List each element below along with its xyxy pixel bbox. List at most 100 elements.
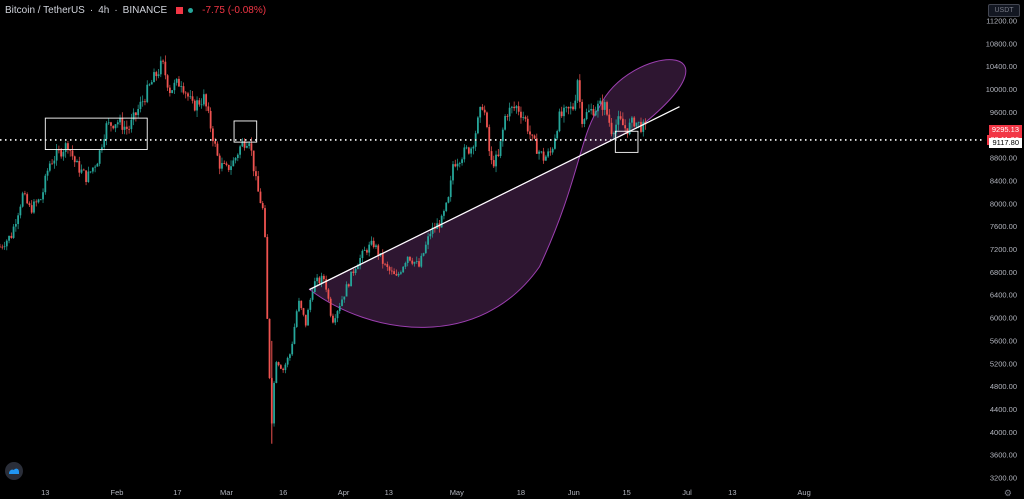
candle: [268, 318, 271, 380]
candle: [411, 257, 414, 266]
y-tick-label: 8000.00: [990, 199, 1017, 208]
candle: [148, 83, 151, 87]
candle: [458, 161, 461, 168]
candle: [574, 94, 577, 111]
candle-body: [286, 357, 289, 365]
x-tick-label: Jul: [682, 488, 692, 497]
candle: [515, 104, 518, 114]
candle: [540, 150, 543, 154]
candle: [277, 361, 280, 367]
candle: [207, 102, 210, 114]
chart-header[interactable]: Bitcoin / TetherUS · 4h · BINANCE -7.75 …: [5, 4, 267, 16]
candle-body: [431, 227, 434, 234]
candle-body: [454, 164, 457, 167]
candle: [617, 110, 620, 131]
candle-body: [588, 110, 590, 113]
candle: [196, 96, 198, 117]
candle-body: [148, 84, 151, 86]
candle: [266, 234, 269, 319]
candle: [597, 100, 599, 118]
candle-body: [375, 245, 377, 248]
candle: [198, 97, 201, 107]
candle-body: [10, 235, 13, 238]
candle: [354, 267, 357, 276]
candle: [105, 121, 108, 146]
candle: [39, 198, 42, 201]
flag-icon[interactable]: [176, 6, 184, 14]
candle: [209, 107, 212, 133]
candle-body: [234, 157, 237, 161]
candle: [576, 78, 579, 103]
y-tick-label: 4000.00: [990, 428, 1017, 437]
candle: [82, 168, 85, 171]
candle: [311, 288, 314, 302]
candle-body: [302, 308, 305, 315]
candle-body: [3, 246, 6, 248]
candle-body: [130, 119, 133, 130]
candle-body: [599, 100, 602, 104]
candle-body: [241, 141, 244, 147]
candle-body: [26, 194, 29, 204]
candle: [28, 201, 31, 208]
candle: [162, 59, 164, 65]
candle: [8, 235, 10, 244]
candle-body: [547, 151, 550, 157]
candle: [642, 119, 645, 137]
candle-body: [501, 129, 504, 142]
candle: [227, 164, 230, 173]
candle: [78, 156, 81, 177]
candle-body: [250, 143, 253, 151]
candle-body: [488, 127, 491, 152]
candle-body: [114, 124, 117, 129]
candle: [98, 149, 101, 167]
candle-body: [513, 106, 516, 109]
settings-gear-icon[interactable]: ⚙: [1003, 488, 1012, 498]
candle-body: [565, 106, 568, 108]
tradingview-logo-icon[interactable]: [5, 462, 23, 480]
candle-body: [429, 233, 432, 237]
y-tick-label: 6800.00: [990, 268, 1017, 277]
candle: [517, 101, 520, 116]
candle-body: [422, 253, 425, 256]
candle: [424, 241, 427, 255]
candle: [259, 188, 262, 204]
candle-body: [617, 116, 620, 125]
candle: [470, 146, 473, 158]
current-price-label: 9295.13: [988, 124, 1022, 135]
candle-body: [372, 240, 375, 248]
candle-body: [481, 106, 484, 110]
candle-body: [164, 61, 167, 76]
symbol-name[interactable]: Bitcoin / TetherUS: [5, 4, 85, 16]
candle-body: [184, 92, 187, 94]
candle-body: [53, 160, 56, 164]
candle-body: [112, 125, 115, 129]
candle-body: [411, 260, 414, 264]
y-tick-label: 7600.00: [990, 222, 1017, 231]
candle-body: [5, 240, 8, 247]
candle-body: [479, 106, 482, 118]
candle: [5, 239, 8, 251]
candle: [0, 243, 1, 248]
candle: [572, 103, 574, 111]
candle-body: [510, 106, 513, 108]
candle-body: [390, 270, 393, 272]
candle-body: [137, 109, 140, 116]
candle-body: [404, 262, 407, 267]
candle-body: [248, 143, 251, 147]
candle: [87, 166, 90, 183]
currency-badge[interactable]: USDT: [988, 4, 1020, 17]
candle: [334, 314, 337, 326]
candle-body: [94, 166, 97, 168]
candle-body: [567, 106, 570, 109]
candle-body: [39, 199, 42, 201]
candle: [273, 381, 275, 427]
candle: [350, 271, 352, 287]
interval[interactable]: 4h: [98, 4, 110, 16]
candle: [565, 106, 568, 113]
y-tick-label: 11200.00: [986, 17, 1017, 26]
candle: [594, 106, 597, 117]
candle-body: [533, 135, 536, 139]
x-tick-label: 13: [385, 488, 393, 497]
price-change: -7.75 (-0.08%): [202, 4, 267, 16]
